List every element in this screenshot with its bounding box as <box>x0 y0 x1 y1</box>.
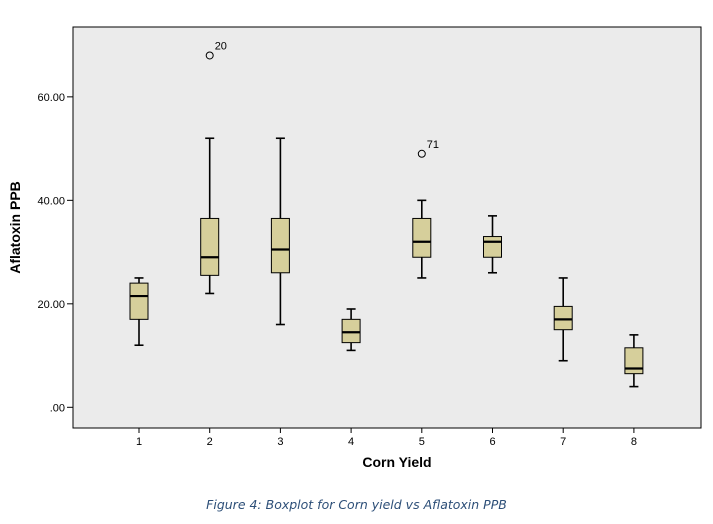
outlier-label: 71 <box>427 139 439 151</box>
x-tick-label: 5 <box>419 436 425 448</box>
x-tick-label: 4 <box>348 436 354 448</box>
outlier-label: 20 <box>215 40 227 52</box>
box-iqr <box>200 217 220 276</box>
box-group-3 <box>270 137 290 326</box>
box-iqr <box>129 282 149 320</box>
plot-area <box>72 26 702 429</box>
outlier-point <box>417 149 426 158</box>
x-tick-label: 7 <box>560 436 566 448</box>
box-iqr <box>483 236 502 258</box>
outlier-point <box>205 51 214 60</box>
y-axis: .00 20.00 40.00 60.00 <box>37 92 73 414</box>
x-axis-title: Corn Yield <box>362 454 431 470</box>
x-tick-label: 1 <box>136 436 142 448</box>
box-group-1 <box>129 277 149 347</box>
x-tick-label: 8 <box>631 436 637 448</box>
y-tick-label: 20.00 <box>37 299 65 311</box>
box-iqr <box>553 305 573 331</box>
box-iqr <box>341 318 361 344</box>
box-group-5: 71 <box>412 139 439 279</box>
box-iqr <box>270 217 290 274</box>
x-tick-label: 3 <box>277 436 283 448</box>
y-tick-label: 60.00 <box>37 92 65 104</box>
y-axis-title: Aflatoxin PPB <box>7 181 23 274</box>
x-tick-label: 6 <box>489 436 495 448</box>
y-tick-label: .00 <box>50 402 65 414</box>
box-group-7 <box>553 277 573 362</box>
x-axis: 1 2 3 4 5 6 7 8 <box>136 428 637 448</box>
box-group-4 <box>341 308 361 352</box>
x-tick-label: 2 <box>207 436 213 448</box>
box-group-2: 20 <box>200 40 227 295</box>
box-iqr <box>412 217 432 258</box>
figure-caption: Figure 4: Boxplot for Corn yield vs Afla… <box>206 497 507 512</box>
box-group-6 <box>483 215 502 274</box>
box-iqr <box>624 347 644 375</box>
box-group-8 <box>624 334 644 388</box>
y-tick-label: 40.00 <box>37 195 65 207</box>
